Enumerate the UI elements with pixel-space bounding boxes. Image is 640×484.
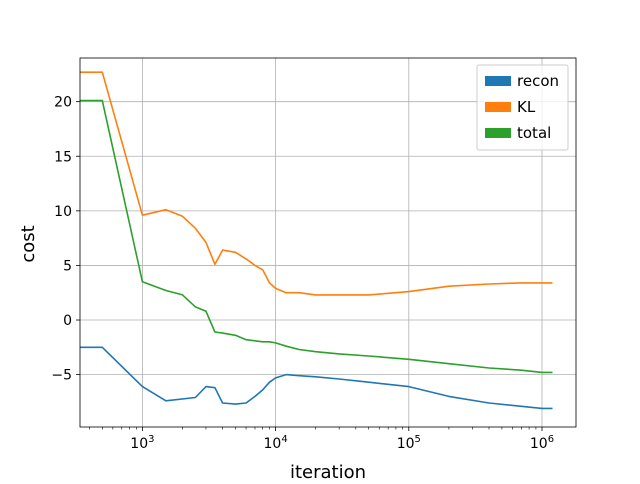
legend-label: recon (517, 72, 559, 90)
y-tick-label: 0 (63, 313, 72, 329)
x-tick-exponent: 5 (415, 434, 421, 445)
x-tick-label: 103 (130, 434, 154, 452)
y-tick-label: 20 (54, 95, 72, 111)
y-tick-label: −5 (51, 368, 72, 384)
y-axis: −5 0 5 10 15 20 (51, 95, 80, 384)
x-axis: 103 104 105 106 (89, 427, 554, 452)
series-line-recon (80, 346, 553, 410)
y-tick-label: 5 (63, 258, 72, 274)
x-tick-label: 104 (264, 434, 288, 452)
x-tick-label: 106 (530, 434, 554, 452)
series-line-kl (80, 71, 553, 296)
x-tick-base: 10 (130, 436, 148, 452)
legend: recon KL total (476, 64, 569, 151)
x-tick-label: 105 (397, 434, 421, 452)
x-tick-base: 10 (264, 436, 282, 452)
legend-swatch (485, 76, 511, 86)
x-tick-base: 10 (397, 436, 415, 452)
x-axis-label: iteration (290, 462, 366, 480)
legend-swatch (485, 102, 511, 112)
legend-label: KL (517, 98, 536, 116)
y-axis-label: cost (18, 225, 39, 262)
x-tick-exponent: 6 (548, 434, 554, 445)
y-tick-label: 10 (54, 204, 72, 220)
legend-label: total (517, 124, 551, 142)
series-line-total (80, 99, 553, 374)
plot-frame (79, 57, 577, 428)
x-tick-exponent: 3 (148, 434, 154, 445)
x-tick-exponent: 4 (281, 434, 287, 445)
series-layer (80, 71, 553, 410)
legend-swatch (485, 128, 511, 138)
y-tick-label: 15 (54, 149, 72, 165)
x-tick-base: 10 (530, 436, 548, 452)
